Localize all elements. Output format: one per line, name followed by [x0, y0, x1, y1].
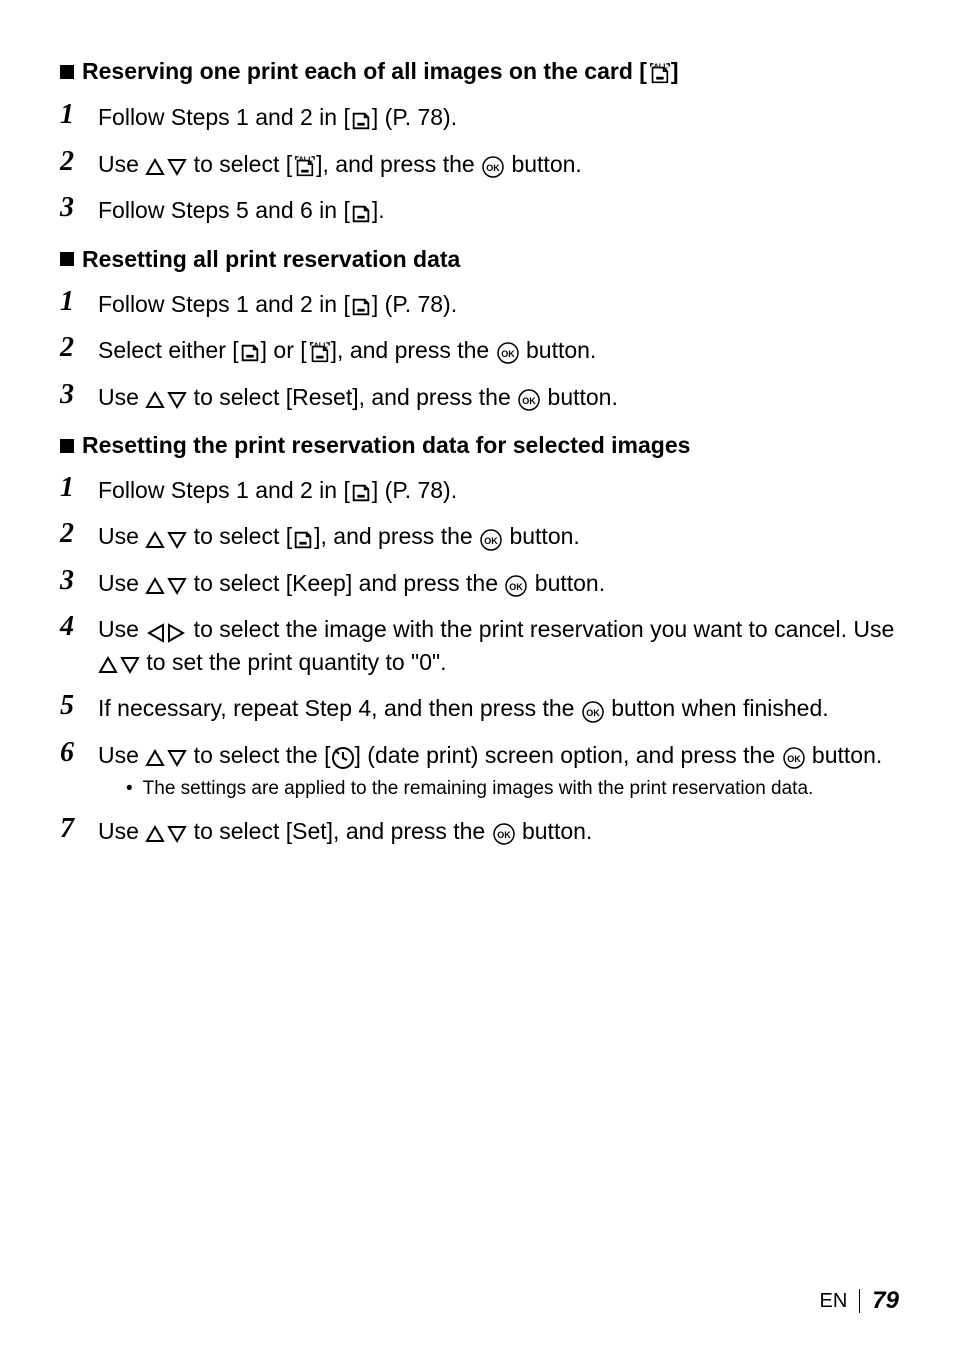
- step-text: Follow Steps 5 and 6 in [].: [98, 193, 385, 227]
- svg-text:OK: OK: [787, 754, 801, 764]
- step-text: Use to select [Keep] and press the OK bu…: [98, 566, 605, 600]
- step: 3 Follow Steps 5 and 6 in [].: [60, 193, 899, 227]
- print-order-icon: [292, 523, 314, 554]
- section-heading: Resetting the print reservation data for…: [60, 432, 899, 459]
- step-number: 2: [60, 333, 82, 364]
- svg-text:ALL: ALL: [653, 62, 668, 70]
- step-number: 3: [60, 380, 82, 411]
- step-number: 3: [60, 193, 82, 224]
- step-number: 5: [60, 691, 82, 722]
- up-down-arrow-icon: [145, 523, 187, 554]
- up-down-arrow-icon: [145, 741, 187, 772]
- ok-button-icon: OK: [496, 337, 520, 368]
- step: 6 Use to select the [] (date print) scree…: [60, 738, 899, 802]
- step: 3 Use to select [Keep] and press the OK b…: [60, 566, 899, 600]
- step-text: Use to select [], and press the OK butto…: [98, 519, 580, 553]
- step: 3 Use to select [Reset], and press the OK…: [60, 380, 899, 414]
- bullet-square-icon: [60, 252, 74, 266]
- step-text: Use to select the [] (date print) screen…: [98, 738, 882, 802]
- section-heading: Reserving one print each of all images o…: [60, 58, 899, 86]
- print-order-icon: [350, 290, 372, 321]
- step: 1 Follow Steps 1 and 2 in [] (P. 78).: [60, 287, 899, 321]
- ok-button-icon: OK: [481, 150, 505, 181]
- svg-text:OK: OK: [497, 830, 511, 840]
- step-number: 2: [60, 147, 82, 178]
- left-right-arrow-icon: [145, 616, 187, 647]
- print-order-icon: [350, 104, 372, 135]
- step-text: Use to select [Set], and press the OK bu…: [98, 814, 592, 848]
- svg-text:OK: OK: [484, 536, 498, 546]
- step-number: 1: [60, 287, 82, 318]
- footer-lang: EN: [820, 1290, 848, 1313]
- ok-button-icon: OK: [517, 383, 541, 414]
- step-number: 1: [60, 100, 82, 131]
- print-order-all-icon: ALL: [307, 337, 331, 368]
- step: 2 Use to select [ALL], and press the OK b…: [60, 147, 899, 181]
- step-text: Select either [] or [ALL], and press the…: [98, 333, 596, 367]
- step-number: 4: [60, 612, 82, 643]
- step: 5 If necessary, repeat Step 4, and then p…: [60, 691, 899, 725]
- print-order-all-icon: ALL: [647, 59, 671, 86]
- step-sub-bullet: •The settings are applied to the remaini…: [126, 776, 882, 802]
- svg-text:OK: OK: [522, 396, 536, 406]
- footer-divider: [859, 1289, 860, 1313]
- step-text: Use to select the image with the print r…: [98, 612, 899, 679]
- svg-text:OK: OK: [510, 582, 524, 592]
- step: 2 Use to select [], and press the OK butt…: [60, 519, 899, 553]
- step-number: 1: [60, 473, 82, 504]
- step-number: 7: [60, 814, 82, 845]
- up-down-arrow-icon: [145, 817, 187, 848]
- up-down-arrow-icon: [145, 383, 187, 414]
- ok-button-icon: OK: [504, 569, 528, 600]
- step-number: 3: [60, 566, 82, 597]
- section-heading-text: Resetting the print reservation data for…: [82, 432, 690, 459]
- section-heading-text: Reserving one print each of all images o…: [82, 58, 679, 86]
- step-number: 2: [60, 519, 82, 550]
- step-text: Follow Steps 1 and 2 in [] (P. 78).: [98, 473, 457, 507]
- step-text: Use to select [ALL], and press the OK bu…: [98, 147, 582, 181]
- step: 4 Use to select the image with the print …: [60, 612, 899, 679]
- footer-page-number: 79: [872, 1287, 899, 1315]
- section-heading-text: Resetting all print reservation data: [82, 246, 460, 273]
- step-text: Use to select [Reset], and press the OK …: [98, 380, 618, 414]
- svg-text:OK: OK: [586, 708, 600, 718]
- svg-text:OK: OK: [486, 163, 500, 173]
- print-order-icon: [239, 337, 261, 368]
- svg-text:OK: OK: [501, 349, 515, 359]
- section-heading: Resetting all print reservation data: [60, 246, 899, 273]
- step: 7 Use to select [Set], and press the OK b…: [60, 814, 899, 848]
- ok-button-icon: OK: [492, 817, 516, 848]
- print-order-icon: [350, 476, 372, 507]
- bullet-square-icon: [60, 65, 74, 79]
- svg-text:ALL: ALL: [299, 155, 314, 163]
- date-print-icon: [331, 741, 355, 772]
- ok-button-icon: OK: [581, 695, 605, 726]
- up-down-arrow-icon: [98, 648, 140, 679]
- step-number: 6: [60, 738, 82, 769]
- step-text: If necessary, repeat Step 4, and then pr…: [98, 691, 829, 725]
- up-down-arrow-icon: [145, 569, 187, 600]
- bullet-square-icon: [60, 439, 74, 453]
- step: 1 Follow Steps 1 and 2 in [] (P. 78).: [60, 100, 899, 134]
- print-order-all-icon: ALL: [292, 150, 316, 181]
- up-down-arrow-icon: [145, 150, 187, 181]
- print-order-icon: [350, 197, 372, 228]
- ok-button-icon: OK: [479, 523, 503, 554]
- svg-text:ALL: ALL: [313, 341, 328, 349]
- step: 1 Follow Steps 1 and 2 in [] (P. 78).: [60, 473, 899, 507]
- ok-button-icon: OK: [782, 741, 806, 772]
- step-text: Follow Steps 1 and 2 in [] (P. 78).: [98, 100, 457, 134]
- step-text: Follow Steps 1 and 2 in [] (P. 78).: [98, 287, 457, 321]
- page-footer: EN 79: [820, 1287, 900, 1315]
- step: 2 Select either [] or [ALL], and press th…: [60, 333, 899, 367]
